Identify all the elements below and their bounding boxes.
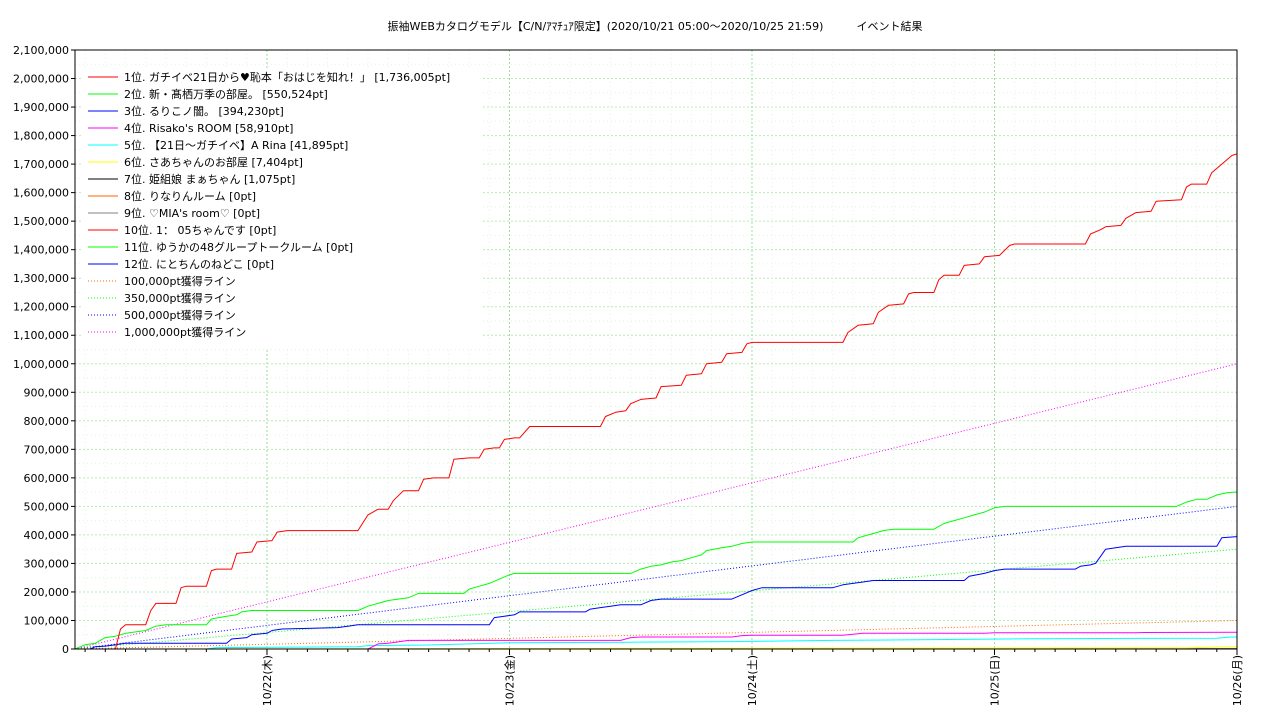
legend-entry: 4位. Risako's ROOM [58,910pt]	[124, 121, 293, 135]
legend-entry: 100,000pt獲得ライン	[124, 275, 236, 288]
y-tick-label: 200,000	[24, 586, 70, 599]
legend-entry: 500,000pt獲得ライン	[124, 309, 236, 322]
y-tick-label: 2,100,000	[13, 44, 69, 57]
y-tick-label: 1,500,000	[13, 215, 69, 228]
legend-entry: 9位. ♡MIA's room♡ [0pt]	[124, 206, 260, 220]
legend-entry: 10位. 1： 05ちゃんです [0pt]	[124, 223, 276, 237]
legend-entry: 3位. るりこノ闇。 [394,230pt]	[124, 104, 284, 118]
legend-entry: 12位. にとちんのねどこ [0pt]	[124, 257, 274, 271]
x-tick-label: 10/23(金)	[502, 655, 516, 706]
series-line-5	[75, 637, 1237, 649]
x-tick-label: 10/26(月)	[1231, 655, 1244, 706]
y-tick-label: 1,000,000	[13, 358, 69, 371]
series-line-2	[75, 492, 1237, 649]
y-tick-label: 1,600,000	[13, 187, 69, 200]
y-tick-label: 100,000	[24, 614, 70, 627]
legend-entry: 5位. 【21日～ガチイベ】A Rina [41,895pt]	[124, 138, 348, 152]
series-line-3	[75, 537, 1237, 649]
legend-entry: 2位. 新・髙栖万季の部屋。 [550,524pt]	[124, 87, 328, 101]
y-tick-label: 700,000	[24, 443, 70, 456]
series-line-15	[75, 506, 1237, 649]
y-tick-label: 1,100,000	[13, 329, 69, 342]
x-tick-label: 10/25(日)	[988, 655, 1001, 706]
y-tick-label: 1,700,000	[13, 158, 69, 171]
y-tick-label: 600,000	[24, 472, 70, 485]
y-tick-label: 1,900,000	[13, 101, 69, 114]
y-tick-label: 300,000	[24, 557, 70, 570]
legend-entry: 350,000pt獲得ライン	[124, 292, 236, 305]
legend-entry: 11位. ゆうかの48グループトークルーム [0pt]	[124, 240, 353, 254]
legend-entry: 1,000,000pt獲得ライン	[124, 326, 246, 339]
series-line-14	[75, 549, 1237, 649]
legend-entry: 1位. ガチイベ21日から♥恥本「おはじを知れ！」 [1,736,005pt]	[124, 70, 450, 84]
chart-title: 振袖WEBカタログモデル【C/N/ｱﾏﾁｭｱ限定】(2020/10/21 05:…	[388, 19, 923, 33]
legend: 1位. ガチイベ21日から♥恥本「おはじを知れ！」 [1,736,005pt] 2…	[83, 68, 483, 348]
y-tick-label: 1,800,000	[13, 130, 69, 143]
x-tick-label: 10/22(木)	[261, 655, 274, 706]
y-tick-label: 800,000	[24, 415, 70, 428]
legend-entry: 6位. さあちゃんのお部屋 [7,404pt]	[124, 155, 303, 169]
y-tick-label: 400,000	[24, 529, 70, 542]
y-tick-label: 900,000	[24, 386, 70, 399]
y-tick-label: 500,000	[24, 500, 70, 513]
y-tick-label: 1,300,000	[13, 272, 69, 285]
y-tick-label: 0	[62, 643, 69, 656]
y-tick-label: 1,400,000	[13, 244, 69, 257]
legend-entry: 8位. りなりんルーム [0pt]	[124, 189, 256, 203]
y-tick-label: 1,200,000	[13, 301, 69, 314]
y-tick-label: 2,000,000	[13, 73, 69, 86]
x-tick-label: 10/24(土)	[746, 655, 759, 706]
legend-entry: 7位. 姫組娘 まぁちゃん [1,075pt]	[124, 172, 295, 186]
